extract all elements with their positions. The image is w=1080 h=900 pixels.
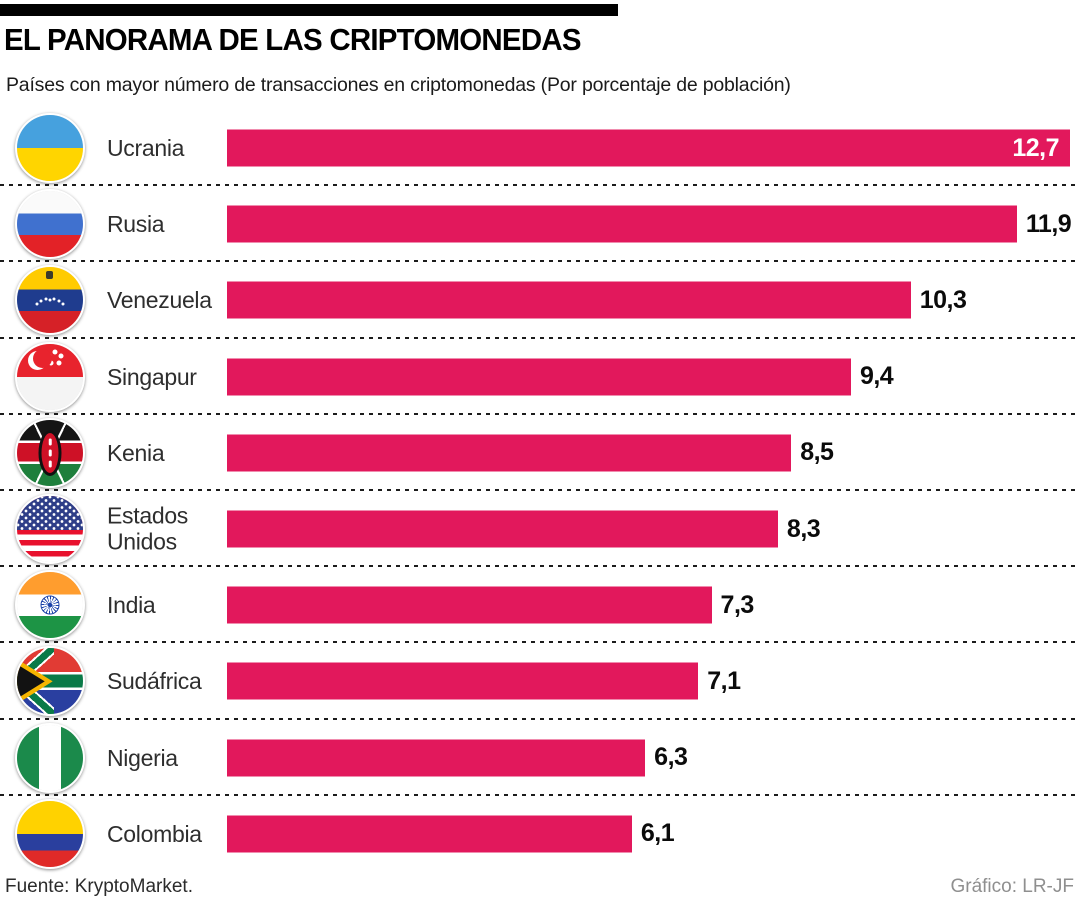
value-label: 8,5: [800, 438, 834, 467]
chart-row: Rusia 11,9: [0, 186, 1080, 263]
value-label: 11,9: [1025, 209, 1072, 238]
flag-colombia-icon: [15, 798, 85, 869]
chart-row: Singapur 9,4: [0, 339, 1080, 415]
row-separator: [0, 260, 1080, 263]
row-separator: [0, 641, 1080, 644]
flag-southafrica-icon: [15, 646, 85, 717]
flag-art: [17, 267, 83, 334]
row-separator: [0, 336, 1080, 339]
value-label: 12,7: [1012, 133, 1059, 162]
chart-row: Venezuela 10,3: [0, 262, 1080, 339]
country-label: Venezuela: [107, 287, 212, 314]
bar-track: 7,1: [227, 662, 1070, 700]
value-bar: 7,3: [227, 586, 754, 624]
graphic-credit: Gráfico: LR-JF: [950, 876, 1074, 897]
bar-track: 9,4: [227, 358, 1070, 396]
footer: Fuente: KryptoMarket. Gráfico: LR-JF: [0, 876, 1080, 898]
bar-track: 12,7: [227, 129, 1070, 167]
flag-art: [17, 800, 83, 867]
row-separator: [0, 412, 1080, 415]
value-bar: 7,1: [227, 662, 741, 700]
value-bar: 9,4: [227, 358, 894, 396]
bar-track: 6,1: [227, 815, 1070, 853]
country-label: Estados Unidos: [107, 502, 189, 556]
country-label: Nigeria: [107, 744, 178, 771]
chart-row: Colombia 6,1: [0, 796, 1080, 872]
flag-art: [17, 572, 83, 639]
bar-track: 8,3: [227, 510, 1070, 548]
value-bar: 8,5: [227, 434, 834, 472]
flag-art: [17, 191, 83, 258]
chart-subtitle: Países con mayor número de transacciones…: [6, 74, 791, 96]
value-bar: 11,9: [227, 205, 1072, 243]
flag-art: [17, 115, 83, 182]
chart-row: Ucrania 12,7: [0, 110, 1080, 187]
country-label: Colombia: [107, 820, 202, 847]
flag-venezuela-icon: [15, 265, 85, 336]
chart-row: India 7,3: [0, 567, 1080, 644]
country-label: Singapur: [107, 363, 197, 390]
chart-row: Estados Unidos 8,3: [0, 491, 1080, 568]
country-label: Rusia: [107, 211, 165, 238]
source-credit: Fuente: KryptoMarket.: [5, 876, 193, 897]
flag-art: [17, 343, 83, 410]
flag-art: [17, 724, 83, 791]
flag-russia-icon: [15, 189, 85, 260]
page-title: EL PANORAMA DE LAS CRIPTOMONEDAS: [4, 22, 581, 57]
value-bar: 10,3: [227, 281, 967, 319]
value-label: 10,3: [919, 285, 967, 314]
flag-india-icon: [15, 570, 85, 641]
country-label: Sudáfrica: [107, 668, 202, 695]
value-label: 9,4: [859, 362, 894, 391]
bar-track: 8,5: [227, 434, 1070, 472]
bar-track: 10,3: [227, 281, 1070, 319]
chart-row: Nigeria 6,3: [0, 720, 1080, 796]
value-bar: 8,3: [227, 510, 821, 548]
flag-usa-icon: [15, 494, 85, 565]
country-label: Kenia: [107, 439, 165, 466]
flag-ukraine-icon: [15, 113, 85, 184]
row-separator: [0, 717, 1080, 720]
value-label: 6,3: [654, 743, 688, 772]
value-bar: 12,7: [227, 129, 1070, 167]
flag-art: [17, 419, 83, 486]
value-label: 7,3: [720, 590, 755, 619]
chart-row: Kenia 8,5: [0, 415, 1080, 491]
bar-chart: Ucrania 12,7 Rusia 11,9 Venezuela 10,3: [0, 110, 1080, 872]
bar-track: 6,3: [227, 739, 1070, 777]
value-label: 6,1: [640, 819, 675, 848]
chart-row: Sudáfrica 7,1: [0, 643, 1080, 720]
flag-art: [17, 648, 83, 715]
value-label: 7,1: [707, 666, 741, 695]
flag-art: [17, 496, 83, 563]
flag-singapore-icon: [15, 341, 85, 412]
header-accent-bar: [0, 4, 618, 16]
row-separator: [0, 565, 1080, 568]
bar-track: 7,3: [227, 586, 1070, 624]
value-bar: 6,3: [227, 739, 688, 777]
flag-kenya-icon: [15, 417, 85, 488]
flag-nigeria-icon: [15, 722, 85, 793]
row-separator: [0, 184, 1080, 187]
bar-track: 11,9: [227, 205, 1072, 243]
country-label: Ucrania: [107, 134, 185, 161]
value-bar: 6,1: [227, 815, 675, 853]
country-label: India: [107, 592, 156, 618]
row-separator: [0, 488, 1080, 491]
value-label: 8,3: [786, 514, 821, 543]
row-separator: [0, 793, 1080, 796]
